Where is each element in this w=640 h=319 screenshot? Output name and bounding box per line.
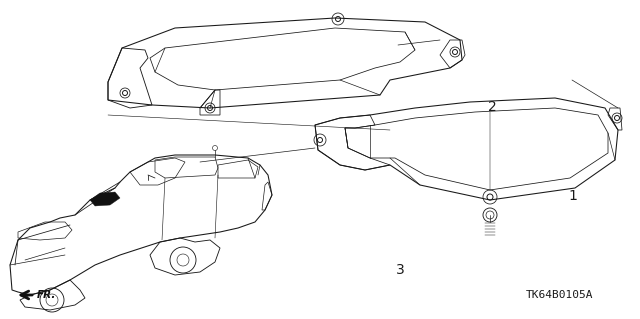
Text: 1: 1: [568, 189, 577, 203]
Text: TK64B0105A: TK64B0105A: [526, 290, 594, 300]
Text: 3: 3: [396, 263, 404, 277]
Polygon shape: [90, 192, 120, 206]
Text: FR.: FR.: [37, 290, 56, 300]
Text: 2: 2: [488, 100, 497, 114]
